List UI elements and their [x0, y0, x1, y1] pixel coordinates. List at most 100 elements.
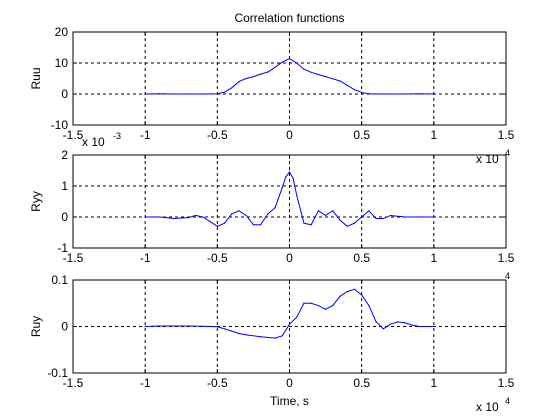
- data-point: [144, 325, 146, 328]
- data-point: [317, 304, 319, 307]
- data-point: [296, 62, 298, 64]
- data-point: [216, 326, 218, 328]
- data-point: [187, 217, 190, 219]
- data-point: [353, 288, 356, 290]
- data-point: [382, 217, 384, 220]
- x-tick-label: 1: [430, 376, 437, 390]
- x-multiplier-label: x 10: [476, 152, 499, 166]
- series-points: [144, 58, 435, 95]
- data-point: [332, 304, 334, 307]
- y-tick-label: 20: [55, 25, 69, 39]
- data-point: [317, 210, 319, 212]
- x-tick-label: 0.5: [353, 128, 370, 142]
- data-point: [238, 210, 240, 212]
- data-point: [346, 225, 348, 227]
- y-tick-label: 1: [61, 179, 68, 193]
- data-point: [281, 186, 283, 189]
- data-point: [361, 216, 363, 218]
- data-point: [216, 225, 218, 227]
- y-tick-label: 0: [61, 87, 68, 101]
- data-point: [375, 321, 377, 323]
- y-axis-label: Ruu: [29, 67, 43, 89]
- x-tick-label: -1.5: [63, 376, 84, 390]
- data-point: [288, 323, 291, 325]
- data-point: [324, 76, 327, 78]
- y-axis-label: Ryy: [29, 191, 43, 212]
- data-point: [310, 302, 312, 304]
- data-point: [303, 222, 305, 224]
- data-point: [245, 214, 247, 217]
- data-point: [292, 177, 294, 179]
- x-tick-label: 0: [286, 376, 293, 390]
- data-point: [238, 332, 240, 335]
- data-point: [361, 91, 363, 94]
- data-point: [202, 325, 204, 327]
- data-point: [418, 325, 420, 328]
- x-tick-label: 1.5: [498, 128, 515, 142]
- y-tick-label: 10: [55, 56, 69, 70]
- data-point: [339, 80, 341, 82]
- data-point: [274, 66, 276, 68]
- x-tick-label: -1.5: [63, 251, 84, 265]
- data-point: [260, 336, 262, 338]
- data-point: [433, 93, 435, 95]
- data-point: [296, 194, 298, 196]
- data-point: [260, 73, 262, 75]
- data-point: [368, 210, 370, 212]
- data-point: [245, 334, 247, 336]
- data-point: [332, 78, 334, 80]
- data-point: [238, 81, 240, 83]
- data-point: [346, 291, 348, 293]
- data-point: [353, 89, 356, 91]
- data-point: [267, 71, 269, 73]
- data-point: [187, 325, 190, 327]
- data-point: [159, 93, 161, 95]
- data-point: [202, 93, 204, 95]
- x-tick-label: 0: [286, 128, 293, 142]
- data-point: [418, 93, 420, 95]
- series-points: [144, 288, 435, 339]
- y-tick-label: -10: [51, 118, 69, 132]
- data-point: [361, 294, 363, 296]
- data-point: [281, 335, 283, 337]
- x-tick-label: 0.5: [353, 251, 370, 265]
- data-point: [389, 323, 392, 325]
- data-point: [274, 337, 276, 339]
- y-tick-label: 2: [61, 148, 68, 162]
- data-point: [324, 308, 327, 310]
- data-point: [144, 216, 146, 218]
- data-point: [310, 224, 312, 226]
- data-point: [245, 77, 247, 80]
- x-tick-label: 0: [286, 251, 293, 265]
- data-point: [404, 216, 406, 218]
- data-point: [332, 210, 334, 212]
- data-point: [144, 93, 146, 95]
- x-multiplier-exponent: 4: [505, 271, 510, 281]
- x-tick-label: 1.5: [498, 251, 515, 265]
- data-point: [382, 328, 384, 330]
- data-point: [281, 61, 283, 63]
- data-point: [339, 295, 341, 297]
- series-points: [144, 171, 435, 227]
- x-tick-label: -0.5: [207, 376, 228, 390]
- data-point: [288, 171, 291, 173]
- data-point: [209, 221, 211, 223]
- y-tick-label: -0.1: [47, 366, 68, 380]
- data-point: [195, 214, 197, 217]
- data-point: [389, 93, 392, 95]
- data-point: [173, 325, 175, 327]
- series-line: [145, 58, 434, 95]
- data-point: [223, 91, 226, 93]
- data-point: [216, 93, 218, 95]
- data-point: [173, 217, 175, 220]
- y-multiplier-exponent: -3: [113, 131, 121, 141]
- data-point: [368, 93, 370, 95]
- data-point: [223, 222, 226, 224]
- y-tick-label: -1: [57, 241, 68, 255]
- x-tick-label: 1.5: [498, 376, 515, 390]
- data-point: [274, 207, 276, 209]
- data-point: [296, 316, 298, 318]
- data-point: [411, 324, 413, 326]
